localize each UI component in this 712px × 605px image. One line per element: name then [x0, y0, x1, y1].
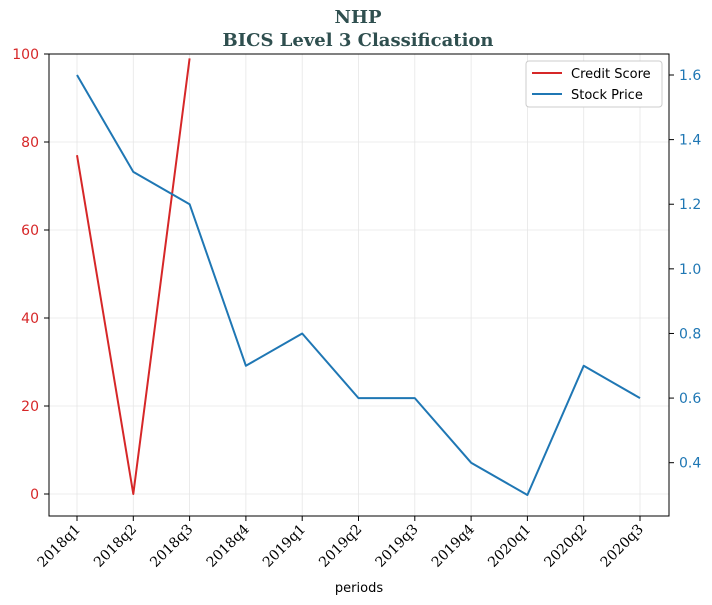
series-line-stock-price	[76, 74, 641, 496]
x-tick-label: 2020q2	[541, 522, 590, 571]
x-tick-label: 2019q1	[260, 522, 309, 571]
y-left-tick-label: 100	[12, 47, 39, 63]
chart-subtitle: BICS Level 3 Classification	[222, 30, 493, 51]
y-left-tick-label: 60	[21, 223, 39, 239]
x-tick-label: 2020q1	[485, 522, 534, 571]
y-right-tick-label: 0.6	[679, 391, 701, 407]
y-left-tick-label: 20	[21, 399, 39, 415]
x-tick-label: 2018q1	[35, 522, 84, 571]
y-right-tick-label: 1.2	[679, 197, 701, 213]
plot-frame	[48, 53, 670, 517]
x-tick-label: 2020q3	[598, 522, 647, 571]
x-tick-label: 2018q4	[204, 521, 253, 570]
x-axis-label: periods	[335, 581, 383, 596]
series-lines	[76, 58, 641, 496]
y-left-tick-label: 80	[21, 135, 39, 151]
axes: 2018q1 2018q2 2018q3 2018q4 2019q1 2019q2 2019…	[12, 47, 701, 571]
y-right-tick-label: 0.8	[679, 326, 701, 342]
x-tick-label: 2019q4	[429, 521, 478, 570]
series-line-credit-score	[76, 58, 191, 495]
legend-label-credit-score: Credit Score	[571, 67, 651, 82]
legend-label-stock-price: Stock Price	[571, 88, 643, 103]
y-right-tick-label: 1.4	[679, 133, 701, 149]
y-right-tick-label: 1.0	[679, 262, 701, 278]
y-left-tick-label: 0	[30, 487, 39, 503]
x-tick-label: 2018q3	[147, 522, 196, 571]
x-tick-label: 2019q3	[372, 522, 421, 571]
legend: Credit Score Stock Price	[525, 60, 663, 108]
x-tick-label: 2018q2	[91, 522, 140, 571]
y-right-tick-label: 0.4	[679, 456, 701, 472]
y-right-tick-label: 1.6	[679, 68, 701, 84]
y-left-tick-label: 40	[21, 311, 39, 327]
chart-title: NHP	[335, 7, 382, 28]
x-tick-label: 2019q2	[316, 522, 365, 571]
grid	[49, 53, 669, 516]
